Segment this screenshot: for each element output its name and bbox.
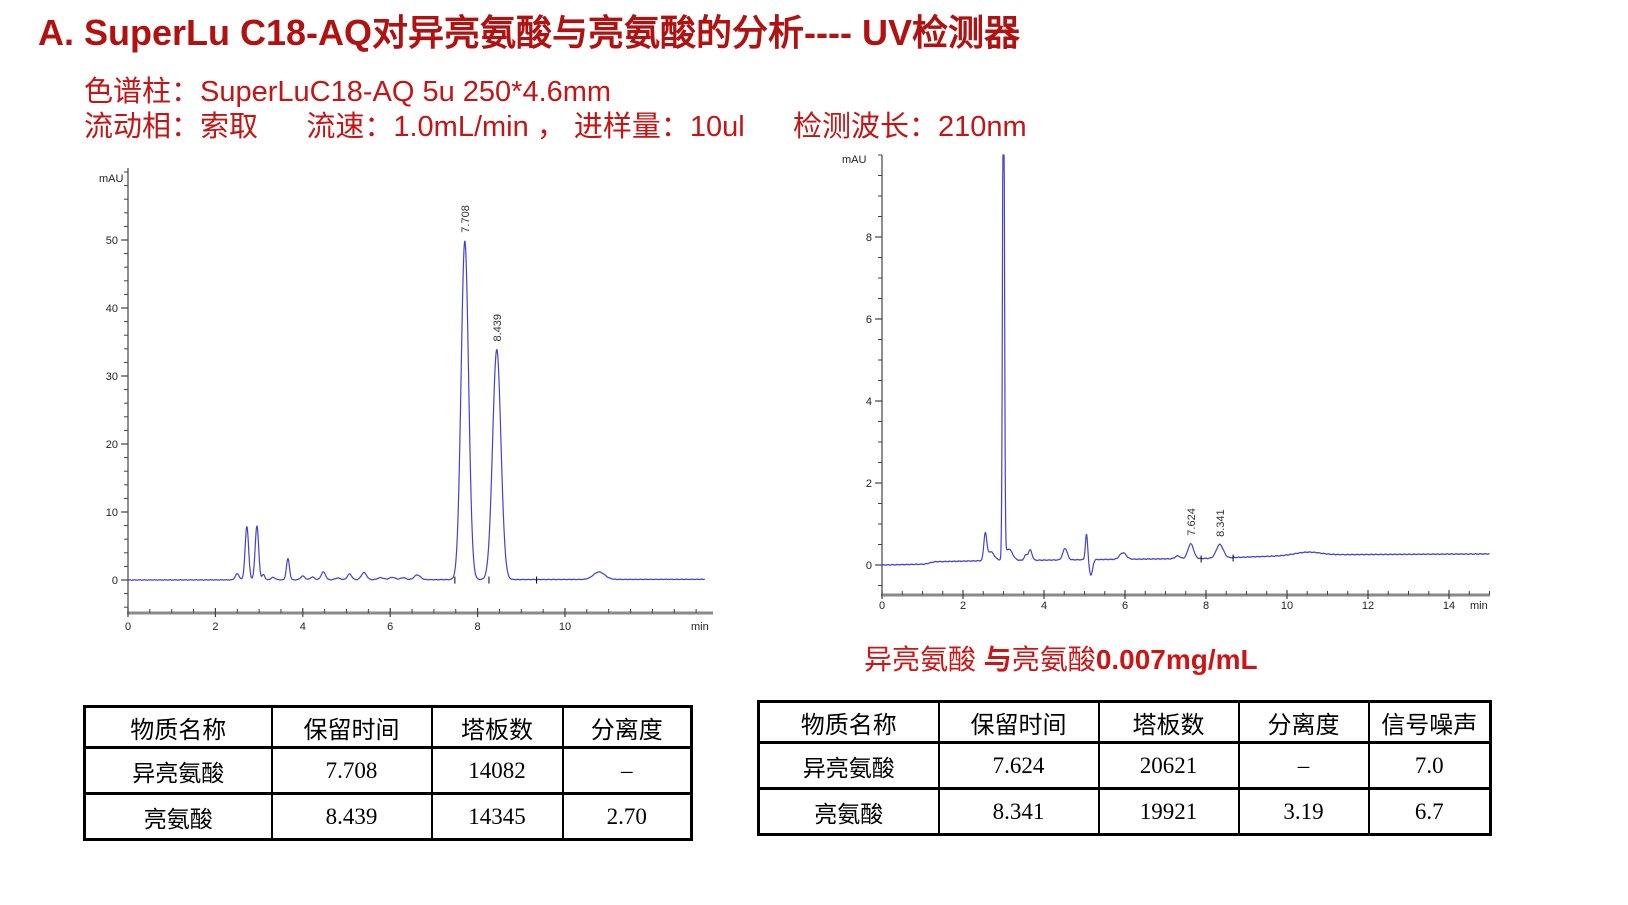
x-tick-label: 8: [1203, 600, 1209, 612]
table-cell: 异亮氨酸: [757, 741, 940, 790]
column-header: 保留时间: [937, 700, 1100, 744]
table-cell: 异亮氨酸: [83, 746, 273, 795]
results-table-right: 物质名称 保留时间 塔板数 分离度 信号噪声 异亮氨酸 7.624 20621–7.0 亮氨酸 8…: [757, 700, 1492, 836]
x-tick-label: 2: [212, 621, 218, 633]
peak-retention-label: 8.341: [1215, 509, 1227, 537]
table-cell: 19921: [1097, 787, 1240, 836]
table-row: 异亮氨酸 7.624 20621–7.0: [757, 741, 1492, 790]
x-tick-label: 6: [387, 621, 393, 633]
table-cell: 14082: [430, 746, 564, 795]
table-cell: 6.7: [1367, 787, 1492, 836]
table-cell: 7.708: [270, 746, 433, 795]
table-cell: 3.19: [1237, 787, 1370, 836]
column-header: 物质名称: [757, 700, 940, 744]
condition-line-column: 色谱柱：SuperLuC18-AQ 5u 250*4.6mm: [84, 76, 612, 108]
y-tick-label: 0: [112, 575, 118, 587]
peak-retention-label: 7.708: [460, 205, 472, 233]
column-header: 保留时间: [270, 705, 433, 749]
x-tick-label: 6: [1122, 600, 1128, 612]
caption-concentration: 0.007mg/mL: [1095, 644, 1258, 675]
condition-line-mobile-phase: 流动相：索取 流速：1.0mL/min ， 进样量：10ul 检测波长：210n…: [84, 111, 1027, 143]
y-tick-label: 0: [866, 560, 872, 572]
y-axis-unit-label: mAU: [99, 173, 124, 185]
caption-leucine: 亮氨酸: [1011, 644, 1096, 675]
table-row: 亮氨酸 8.341 19921 3.19 6.7: [757, 787, 1492, 836]
chromatogram-trace: [127, 240, 706, 581]
peak-retention-label: 8.439: [492, 314, 504, 342]
x-tick-label: 12: [1362, 600, 1374, 612]
y-tick-label: 40: [106, 303, 118, 315]
table-cell: –: [561, 746, 693, 795]
y-tick-label: 50: [106, 235, 118, 247]
x-axis-unit-label: min: [691, 621, 709, 633]
peak-retention-label: 7.624: [1186, 508, 1198, 536]
x-tick-label: 0: [125, 621, 131, 633]
x-tick-label: 4: [300, 621, 306, 633]
table-cell: 7.624: [937, 741, 1100, 790]
y-tick-label: 10: [106, 507, 118, 519]
header-row: 物质名称 保留时间 塔板数 分离度: [83, 705, 693, 749]
table-cell: 14345: [430, 792, 564, 841]
caption-isoleucine: 异亮氨酸: [864, 644, 984, 675]
column-header: 物质名称: [83, 705, 273, 749]
chromatogram-trace: [881, 154, 1490, 576]
peak-label-group: 8.439: [492, 314, 504, 342]
y-tick-label: 6: [866, 314, 872, 326]
header-row: 物质名称 保留时间 塔板数 分离度 信号噪声: [757, 700, 1492, 744]
page-title: A. SuperLu C18-AQ对异亮氨酸与亮氨酸的分析---- UV检测器: [38, 12, 1021, 53]
table-row: 异亮氨酸 7.708 14082–: [83, 746, 693, 795]
table-cell: 亮氨酸: [757, 787, 940, 836]
table-cell: 2.70: [561, 792, 693, 841]
x-tick-label: 14: [1443, 600, 1455, 612]
peak-label-group: 7.708: [460, 205, 472, 233]
table-cell: 8.439: [270, 792, 433, 841]
x-tick-label: 0: [879, 600, 885, 612]
peak-label-group: 8.341: [1215, 509, 1227, 537]
table-cell: 20621: [1097, 741, 1240, 790]
column-header: 信号噪声: [1367, 700, 1492, 744]
x-axis-unit-label: min: [1470, 600, 1488, 612]
column-header: 塔板数: [1097, 700, 1240, 744]
x-tick-label: 10: [559, 621, 571, 633]
table-cell: –: [1237, 741, 1370, 790]
table-row: 亮氨酸 8.439 14345 2.70: [83, 792, 693, 841]
peak-label-group: 7.624: [1186, 508, 1198, 536]
table-cell: 8.341: [937, 787, 1100, 836]
y-tick-label: 2: [866, 478, 872, 490]
y-tick-label: 4: [866, 396, 872, 408]
x-tick-label: 8: [475, 621, 481, 633]
results-table-left: 物质名称 保留时间 塔板数 分离度 异亮氨酸 7.708 14082– 亮氨酸 8.439 143…: [83, 705, 693, 841]
y-tick-label: 20: [106, 439, 118, 451]
x-tick-label: 2: [960, 600, 966, 612]
x-tick-label: 10: [1281, 600, 1293, 612]
x-tick-label: 4: [1041, 600, 1047, 612]
y-tick-label: 30: [106, 371, 118, 383]
table-cell: 亮氨酸: [83, 792, 273, 841]
caption-and: 与: [983, 644, 1012, 675]
column-header: 分离度: [561, 705, 693, 749]
chromatogram-left: 0 10 20 30 40 50 0 2 4 6 8 10 mAU min 7.708 8.439: [99, 168, 713, 633]
column-header: 分离度: [1237, 700, 1370, 744]
column-header: 塔板数: [430, 705, 564, 749]
table-cell: 7.0: [1367, 741, 1492, 790]
y-tick-label: 8: [866, 232, 872, 244]
chromatogram-right: 0 2 4 6 8 0 2 4 6 8 10 12 14 mAU min 7.624 8.341: [842, 154, 1490, 612]
sample-caption: 异亮氨酸 与亮氨酸0.007mg/mL: [864, 638, 1258, 678]
y-axis-unit-label: mAU: [842, 154, 867, 166]
